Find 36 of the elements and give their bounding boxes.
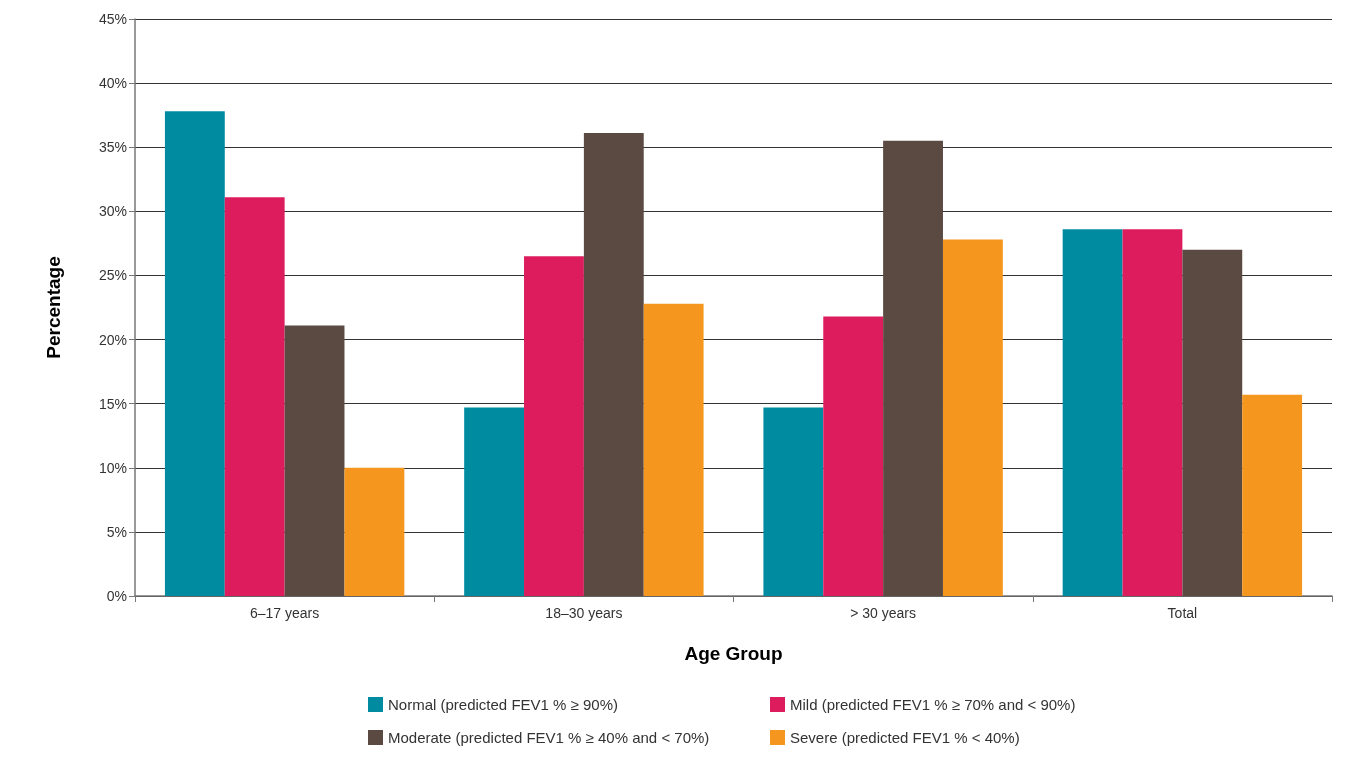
y-tick-label: 30% bbox=[98, 203, 127, 220]
bar bbox=[344, 467, 405, 596]
legend-label: Severe (predicted FEV1 % < 40%) bbox=[790, 729, 1020, 746]
bar bbox=[1062, 229, 1123, 596]
x-tick-label: Total bbox=[1167, 605, 1198, 621]
x-axis-title: Age Group bbox=[684, 643, 783, 664]
bar bbox=[464, 407, 525, 596]
y-tick-label: 35% bbox=[98, 139, 127, 156]
bar bbox=[524, 256, 584, 596]
x-tick-label: 6–17 years bbox=[249, 605, 320, 621]
bar bbox=[164, 111, 225, 596]
bar bbox=[284, 325, 345, 596]
bar bbox=[643, 303, 704, 596]
x-tick-label: 18–30 years bbox=[545, 605, 623, 621]
legend-label: Normal (predicted FEV1 % ≥ 90%) bbox=[388, 696, 618, 713]
bar bbox=[583, 133, 644, 596]
bar bbox=[1122, 229, 1183, 596]
bar bbox=[1182, 249, 1243, 596]
y-tick-label: 20% bbox=[98, 331, 127, 348]
bar bbox=[883, 140, 943, 596]
bar bbox=[823, 316, 884, 596]
y-axis-title: Percentage bbox=[43, 256, 64, 359]
bar bbox=[224, 197, 285, 596]
y-tick-label: 25% bbox=[98, 267, 127, 284]
x-tick-label: > 30 years bbox=[850, 605, 917, 621]
bar bbox=[1242, 394, 1303, 596]
y-tick-label: 0% bbox=[106, 588, 127, 604]
y-tick-label: 5% bbox=[106, 523, 127, 540]
y-tick-label: 10% bbox=[98, 459, 127, 476]
y-tick-label: 15% bbox=[98, 395, 127, 412]
y-tick-label: 40% bbox=[98, 75, 127, 92]
legend-label: Moderate (predicted FEV1 % ≥ 40% and < 70%) bbox=[388, 729, 710, 746]
bar bbox=[942, 239, 1003, 596]
y-tick-label: 45% bbox=[98, 11, 127, 27]
legend-label: Mild (predicted FEV1 % ≥ 70% and < 90%) bbox=[790, 696, 1076, 713]
bar bbox=[763, 407, 824, 596]
